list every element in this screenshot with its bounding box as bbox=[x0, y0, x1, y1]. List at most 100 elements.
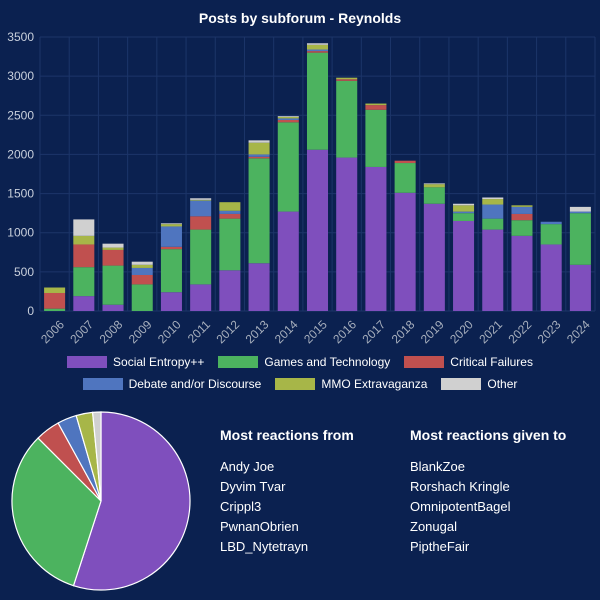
bar-segment[interactable] bbox=[306, 51, 329, 53]
bar-segment[interactable] bbox=[336, 157, 358, 311]
bar-segment[interactable] bbox=[277, 118, 299, 120]
bar-segment[interactable] bbox=[511, 220, 533, 236]
bar-segment[interactable] bbox=[102, 304, 124, 311]
bar-segment[interactable] bbox=[102, 265, 124, 305]
bar-segment[interactable] bbox=[131, 261, 153, 265]
bar-segment[interactable] bbox=[394, 163, 416, 193]
bar-segment[interactable] bbox=[569, 206, 591, 212]
bar-segment[interactable] bbox=[306, 44, 329, 50]
bar-segment[interactable] bbox=[540, 221, 562, 225]
bar-segment[interactable] bbox=[131, 284, 153, 311]
pie-slice[interactable] bbox=[91, 411, 102, 502]
bar-segment[interactable] bbox=[511, 235, 533, 311]
bar-segment[interactable] bbox=[277, 122, 299, 212]
bar-segment[interactable] bbox=[511, 213, 533, 221]
bar-segment[interactable] bbox=[540, 244, 562, 311]
bar-segment[interactable] bbox=[336, 80, 358, 158]
bar-segment[interactable] bbox=[453, 211, 475, 214]
bar-segment[interactable] bbox=[365, 109, 387, 167]
bar-segment[interactable] bbox=[365, 166, 387, 311]
bar-segment[interactable] bbox=[190, 199, 212, 201]
bar-segment[interactable] bbox=[277, 211, 299, 311]
pie-slice[interactable] bbox=[72, 411, 191, 591]
bar-segment[interactable] bbox=[160, 246, 182, 250]
pie-slice[interactable] bbox=[11, 437, 102, 587]
bar-segment[interactable] bbox=[453, 205, 475, 212]
bar-segment[interactable] bbox=[540, 224, 562, 245]
bar-segment[interactable] bbox=[73, 235, 95, 245]
legend-item-other[interactable]: Other bbox=[441, 377, 517, 391]
bar-segment[interactable] bbox=[306, 52, 329, 150]
bar-segment[interactable] bbox=[102, 247, 124, 250]
bar-segment[interactable] bbox=[190, 229, 212, 285]
bar-segment[interactable] bbox=[160, 249, 182, 293]
bar-segment[interactable] bbox=[160, 223, 182, 225]
bar-segment[interactable] bbox=[102, 249, 124, 266]
legend-item-social-entropy[interactable]: Social Entropy++ bbox=[67, 355, 204, 369]
bar-segment[interactable] bbox=[482, 229, 504, 311]
bar-segment[interactable] bbox=[482, 204, 504, 219]
bar-segment[interactable] bbox=[131, 267, 153, 275]
bar-segment[interactable] bbox=[219, 213, 241, 219]
bar-segment[interactable] bbox=[131, 274, 153, 285]
bar-segment[interactable] bbox=[569, 213, 591, 265]
bar-segment[interactable] bbox=[248, 154, 270, 157]
bar-segment[interactable] bbox=[394, 192, 416, 311]
bar-segment[interactable] bbox=[453, 213, 475, 221]
bar-segment[interactable] bbox=[219, 270, 241, 311]
bar-segment[interactable] bbox=[482, 199, 504, 205]
legend-item-games-and-technology[interactable]: Games and Technology bbox=[218, 355, 390, 369]
bar-segment[interactable] bbox=[190, 216, 212, 230]
bar-segment[interactable] bbox=[160, 224, 182, 227]
bar-segment[interactable] bbox=[482, 218, 504, 230]
bar-segment[interactable] bbox=[511, 206, 533, 214]
bar-segment[interactable] bbox=[423, 187, 445, 204]
bar-segment[interactable] bbox=[336, 77, 358, 80]
legend-item-debate-and-discourse[interactable]: Debate and/or Discourse bbox=[82, 377, 261, 391]
bar-segment[interactable] bbox=[394, 160, 416, 164]
bar-segment[interactable] bbox=[306, 149, 329, 311]
legend-item-mmo-extravaganza[interactable]: MMO Extravaganza bbox=[275, 377, 427, 391]
bar-segment[interactable] bbox=[160, 292, 182, 311]
bar-segment[interactable] bbox=[277, 119, 299, 123]
bar-segment[interactable] bbox=[511, 205, 533, 207]
bar-segment[interactable] bbox=[190, 284, 212, 311]
bar-segment[interactable] bbox=[248, 158, 270, 264]
bar-segment[interactable] bbox=[219, 218, 241, 271]
bar-segment[interactable] bbox=[73, 296, 95, 311]
bar-segment[interactable] bbox=[160, 226, 182, 247]
bar-segment[interactable] bbox=[102, 243, 124, 248]
bar-segment[interactable] bbox=[219, 202, 241, 211]
legend-item-critical-failures[interactable]: Critical Failures bbox=[404, 355, 533, 369]
bar-segment[interactable] bbox=[453, 203, 475, 206]
bar-segment[interactable] bbox=[423, 183, 445, 185]
bar-segment[interactable] bbox=[423, 184, 445, 188]
bar-segment[interactable] bbox=[190, 200, 212, 217]
bar-segment[interactable] bbox=[73, 267, 95, 297]
bar-segment[interactable] bbox=[131, 264, 153, 268]
bar-segment[interactable] bbox=[277, 116, 299, 119]
bar-segment[interactable] bbox=[219, 210, 241, 214]
bar-segment[interactable] bbox=[248, 156, 270, 159]
bar-segment[interactable] bbox=[365, 103, 387, 106]
bar-segment[interactable] bbox=[306, 49, 329, 52]
bar-segment[interactable] bbox=[44, 308, 66, 311]
bar-segment[interactable] bbox=[423, 203, 445, 311]
bar-segment[interactable] bbox=[569, 264, 591, 311]
bar-segment[interactable] bbox=[190, 198, 212, 200]
bar-segment[interactable] bbox=[44, 292, 66, 309]
bar-segment[interactable] bbox=[73, 219, 95, 236]
bar-segment[interactable] bbox=[248, 140, 270, 143]
bar-segment[interactable] bbox=[453, 220, 475, 311]
bar-segment[interactable] bbox=[569, 211, 591, 214]
bar-segment[interactable] bbox=[365, 105, 387, 110]
bar-segment[interactable] bbox=[44, 287, 66, 293]
bar-segment[interactable] bbox=[306, 43, 329, 45]
stacked-bar-chart: 0 500 1000 1500 2000 2500 3000 3500 2006 2007 2008… bbox=[7, 30, 596, 346]
bar-segment[interactable] bbox=[482, 197, 504, 200]
bar-segment[interactable] bbox=[336, 79, 358, 81]
bar-segment[interactable] bbox=[73, 244, 95, 268]
bar-segment[interactable] bbox=[248, 263, 270, 311]
bar-segment[interactable] bbox=[277, 116, 299, 117]
bar-segment[interactable] bbox=[248, 142, 270, 155]
